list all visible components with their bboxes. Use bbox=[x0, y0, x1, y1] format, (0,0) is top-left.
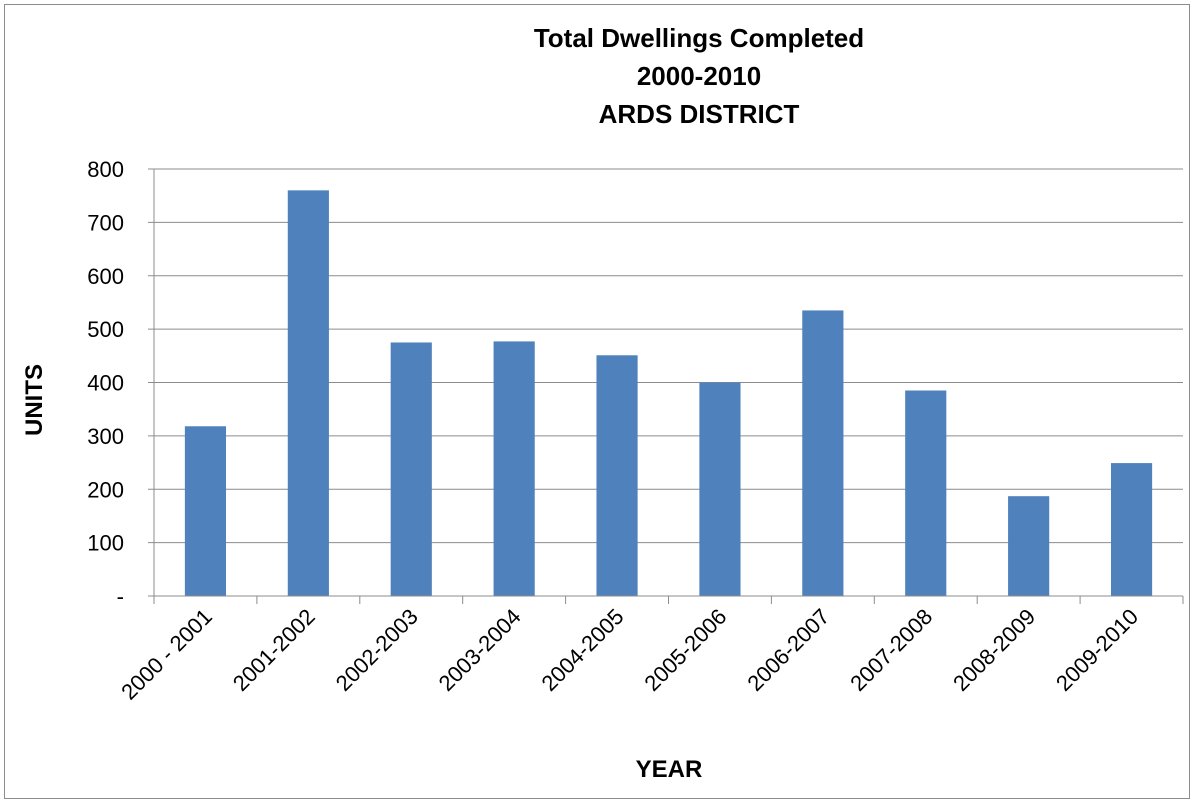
x-tick-label: 2003-2004 bbox=[434, 604, 526, 696]
bar bbox=[802, 310, 844, 596]
axes bbox=[153, 169, 1184, 604]
chart-frame: Total Dwellings Completed 2000-2010 ARDS D… bbox=[4, 4, 1190, 799]
bar bbox=[287, 190, 329, 596]
bar bbox=[493, 341, 535, 596]
x-tick-label: 2009-2010 bbox=[1051, 604, 1143, 696]
bar bbox=[390, 342, 432, 596]
y-tick-label: 500 bbox=[87, 317, 124, 342]
x-axis-title: YEAR bbox=[636, 756, 703, 783]
x-tick-label: 2000 - 2001 bbox=[116, 604, 217, 705]
x-tick-label: 2005-2006 bbox=[639, 604, 731, 696]
bar bbox=[1008, 496, 1050, 596]
chart-svg: Total Dwellings Completed 2000-2010 ARDS D… bbox=[21, 23, 1184, 783]
y-tick-label: 700 bbox=[87, 210, 124, 235]
chart-title: Total Dwellings Completed 2000-2010 ARDS D… bbox=[534, 23, 864, 129]
bars bbox=[184, 190, 1153, 596]
y-tick-label: 300 bbox=[87, 424, 124, 449]
x-tick-label: 2006-2007 bbox=[742, 604, 834, 696]
y-tick-label: 800 bbox=[87, 157, 124, 182]
x-tick-label: 2002-2003 bbox=[331, 604, 423, 696]
y-tick-labels: - 100 200 300 400 500 600 700 800 bbox=[87, 157, 124, 609]
bar bbox=[184, 426, 227, 596]
y-tick-label: 400 bbox=[87, 371, 124, 396]
x-tick-label: 2004-2005 bbox=[537, 604, 629, 696]
y-tick-label: 100 bbox=[87, 531, 124, 556]
y-tick-label: 200 bbox=[87, 477, 124, 502]
y-axis-title: UNITS bbox=[21, 364, 48, 436]
bar bbox=[1110, 463, 1153, 596]
bar bbox=[596, 355, 638, 596]
bar bbox=[905, 390, 947, 596]
x-tick-label: 2008-2009 bbox=[948, 604, 1040, 696]
y-tick-label: - bbox=[117, 584, 124, 609]
x-tick-label: 2007-2008 bbox=[845, 604, 937, 696]
y-tick-label: 600 bbox=[87, 264, 124, 289]
chart-title-line: 2000-2010 bbox=[637, 61, 761, 91]
chart-title-line: Total Dwellings Completed bbox=[534, 23, 864, 53]
x-tick-labels: 2000 - 2001 2001-2002 2002-2003 2003-2004 20… bbox=[116, 604, 1143, 705]
chart-title-line: ARDS DISTRICT bbox=[599, 99, 800, 129]
x-tick-label: 2001-2002 bbox=[228, 604, 320, 696]
bar bbox=[699, 382, 741, 596]
